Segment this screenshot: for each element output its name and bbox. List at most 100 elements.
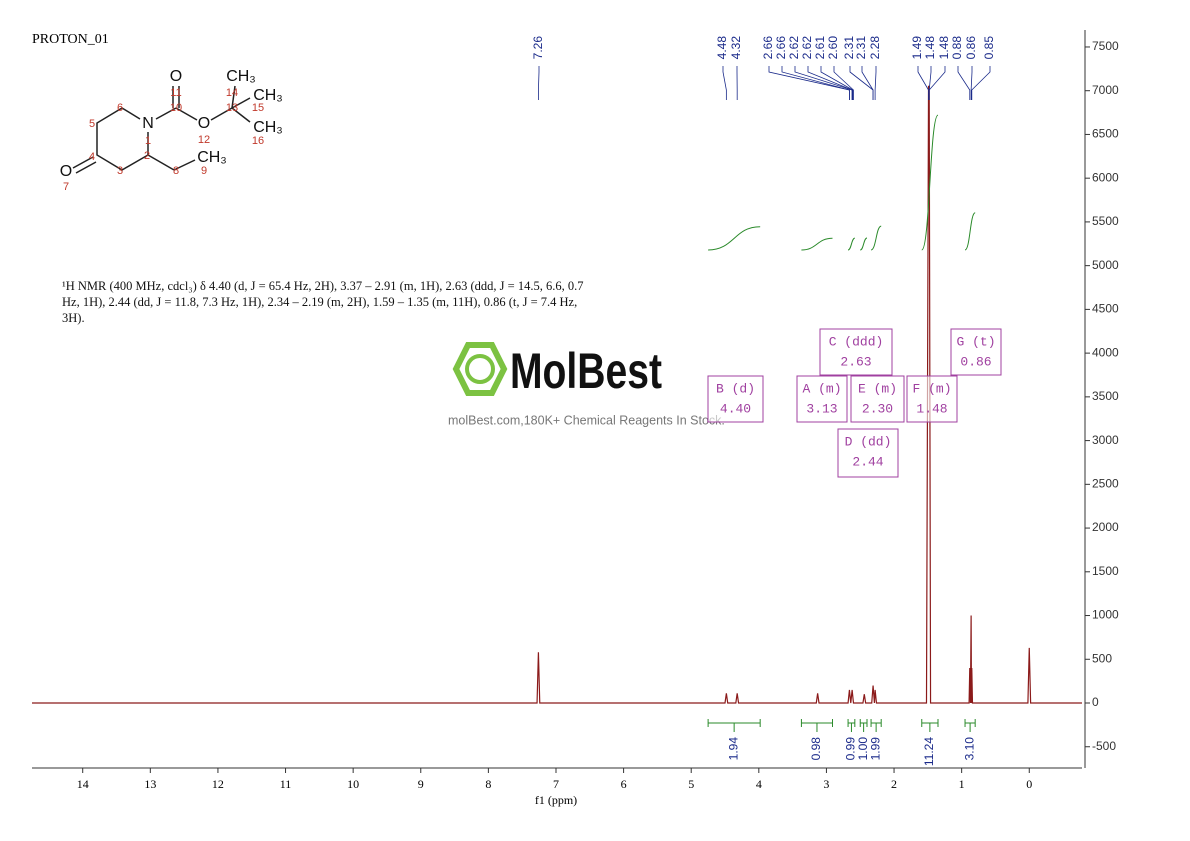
y-tick-label: 1000: [1092, 608, 1119, 622]
bond: [175, 107, 198, 121]
peak-label: 2.28: [868, 36, 882, 60]
peak-label: 1.49: [910, 36, 924, 60]
watermark-brand: MolBest: [510, 343, 662, 399]
multiplet-label: C (ddd): [829, 334, 884, 349]
logo-hexagon: [452, 342, 508, 396]
multiplet-shift: 1.48: [916, 401, 947, 416]
peak-pointer: [928, 66, 946, 100]
atom-number: 7: [63, 181, 69, 193]
y-tick-label: 4000: [1092, 345, 1119, 359]
integral-curve: [708, 226, 761, 251]
y-tick-label: 2000: [1092, 520, 1119, 534]
integral-curve: [847, 237, 856, 251]
peak-pointer: [820, 66, 854, 100]
peak-label: 0.86: [964, 36, 978, 60]
multiplet-box: [950, 328, 1002, 376]
bond: [231, 107, 251, 123]
atom-label: CH₃: [226, 68, 256, 85]
peak-pointer: [768, 66, 850, 100]
y-tick-label: 4500: [1092, 302, 1119, 316]
x-tick-label: 8: [485, 777, 491, 791]
peak-label: 2.62: [800, 36, 814, 60]
multiplet-box: [796, 375, 848, 423]
atom-number: 4: [89, 151, 95, 163]
multiplet-label: F (m): [912, 381, 951, 396]
integral-label: 1.94: [726, 737, 740, 761]
integral-label: 0.99: [844, 737, 858, 761]
x-tick-label: 5: [688, 777, 694, 791]
y-tick-label: 5000: [1092, 258, 1119, 272]
y-tick-label: 3500: [1092, 389, 1119, 403]
x-tick-label: 3: [823, 777, 829, 791]
x-tick-label: 7: [553, 777, 559, 791]
spectrum: [32, 85, 1082, 704]
peak-label: 0.88: [950, 36, 964, 60]
atom-label: N: [142, 115, 154, 132]
multiplet-label: E (m): [858, 381, 897, 396]
x-tick-label: 2: [891, 777, 897, 791]
peak-pointer: [538, 66, 540, 100]
multiplet-box: [819, 328, 893, 376]
structure: [72, 85, 251, 174]
atom-number: 16: [252, 135, 264, 147]
multiplet-shift: 2.63: [840, 354, 871, 369]
integral-label: 11.24: [922, 737, 936, 766]
atom-number: 1: [145, 135, 151, 147]
bond: [231, 97, 251, 109]
atom-number: 9: [201, 165, 207, 177]
bond: [75, 161, 97, 174]
watermark-tagline: molBest.com,180K+ Chemical Reagents In S…: [448, 413, 725, 427]
peak-label: 2.61: [813, 36, 827, 60]
atom-label: CH₃: [253, 119, 283, 136]
peak-pointer: [722, 66, 727, 100]
multiplet-box: [707, 375, 764, 423]
x-tick-label: 9: [418, 777, 424, 791]
integral-curve: [870, 225, 882, 251]
peak-pointer: [874, 66, 877, 100]
integral-label: 1.00: [856, 737, 870, 761]
y-tick-label: 0: [1092, 695, 1099, 709]
atom-number: 10: [170, 102, 182, 114]
atom-number: 2: [144, 150, 150, 162]
watermark: MolBest molBest.com,180K+ Chemical Reage…: [448, 342, 725, 427]
integral-label: 3.10: [962, 737, 976, 761]
peak-label: 2.31: [854, 36, 868, 60]
peak-label: 2.62: [787, 36, 801, 60]
multiplet-shift: 2.44: [852, 454, 883, 469]
x-tick-label: 1: [959, 777, 965, 791]
peak-label: 1.48: [923, 36, 937, 60]
peak-pointer: [971, 66, 991, 100]
y-tick-label: 5500: [1092, 214, 1119, 228]
peak-label: 0.85: [982, 36, 996, 60]
multiplet-box: [837, 428, 899, 478]
multiplet-box: [850, 375, 905, 423]
atom-label: CH₃: [253, 87, 283, 104]
multiplet-label: G (t): [956, 334, 995, 349]
peak-label: 7.26: [531, 36, 545, 60]
peak-pointer: [807, 66, 853, 100]
atom-label: O: [170, 68, 182, 85]
atom-number: 14: [226, 87, 238, 99]
x-tick-label: 10: [347, 777, 359, 791]
multiplet-label: B (d): [716, 381, 755, 396]
atom-number: 8: [173, 165, 179, 177]
logo-ring: [465, 354, 495, 384]
y-tick-label: 6500: [1092, 127, 1119, 141]
x-tick-label: 13: [144, 777, 156, 791]
y-tick-label: 7000: [1092, 83, 1119, 97]
multiplet-box: [906, 375, 958, 423]
x-tick-label: 11: [280, 777, 292, 791]
ring-bonds: [96, 107, 149, 171]
atom-label: O: [198, 115, 210, 132]
atom-label: O: [60, 163, 72, 180]
peak-pointer: [957, 66, 971, 100]
integral-label: 0.98: [809, 737, 823, 761]
y-tick-label: 6000: [1092, 170, 1119, 184]
y-tick-label: 7500: [1092, 39, 1119, 53]
peak-pointer: [833, 66, 854, 100]
atom-number: 13: [226, 102, 238, 114]
peak-pointer: [781, 66, 850, 100]
peak-label: 4.48: [715, 36, 729, 60]
